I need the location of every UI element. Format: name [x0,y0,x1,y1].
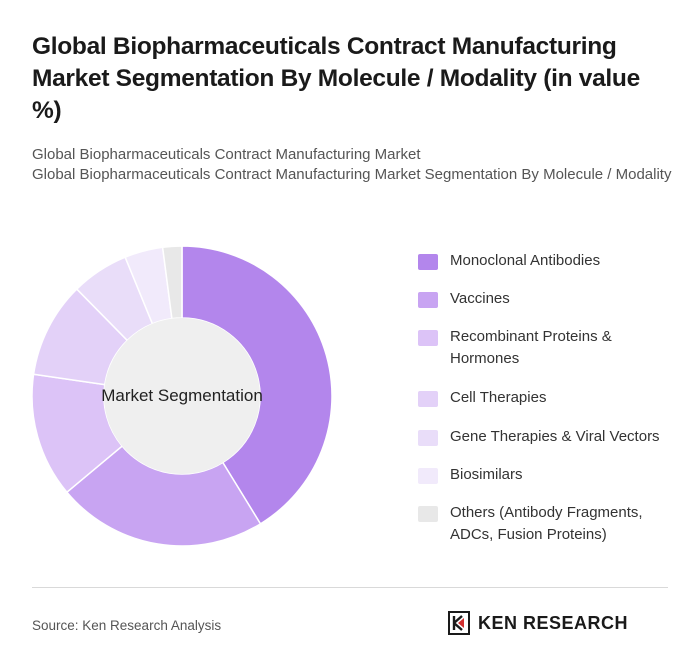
legend-swatch [418,292,438,308]
subtitles: Global Biopharmaceuticals Contract Manuf… [32,145,672,185]
legend-swatch [418,468,438,484]
legend-swatch [418,430,438,446]
donut-chart [32,246,333,547]
legend-swatch [418,330,438,346]
ken-research-logo: KEN RESEARCH [448,611,628,635]
legend-label: Biosimilars [450,466,523,483]
donut-center-label: Market Segmentation [101,386,263,405]
source-note: Source: Ken Research Analysis [32,618,222,633]
legend-item-others: Others (Antibody Fragments, ADCs, Fusion… [418,502,674,546]
legend-label: Vaccines [450,290,510,307]
legend-swatch [418,506,438,522]
legend-swatch [418,391,438,407]
legend-label: Recombinant Proteins & Hormones [450,328,612,367]
legend-item-monoclonal-antibodies: Monoclonal Antibodies [418,250,674,272]
footer-divider [32,587,668,588]
legend-item-vaccines: Vaccines [418,288,674,310]
legend-item-cell-therapies: Cell Therapies [418,387,674,409]
subtitle-market: Global Biopharmaceuticals Contract Manuf… [32,146,421,163]
ken-research-logo-icon [448,611,470,635]
legend-item-recombinant-proteins: Recombinant Proteins & Hormones [418,326,674,370]
chart-title: Global Biopharmaceuticals Contract Manuf… [32,33,640,124]
logo-text: KEN RESEARCH [478,612,629,633]
legend-label: Monoclonal Antibodies [450,252,601,269]
legend-label: Others (Antibody Fragments, ADCs, Fusion… [450,504,643,543]
subtitle-segmentation: Global Biopharmaceuticals Contract Manuf… [32,166,672,183]
legend-item-gene-therapies: Gene Therapies & Viral Vectors [418,426,674,448]
legend-swatch [418,254,438,270]
donut-hole [104,318,260,474]
legend-item-biosimilars: Biosimilars [418,464,674,486]
legend-label: Cell Therapies [450,389,547,406]
donut-slices [32,246,333,547]
legend-label: Gene Therapies & Viral Vectors [450,428,660,445]
